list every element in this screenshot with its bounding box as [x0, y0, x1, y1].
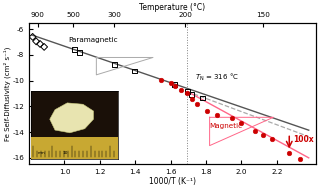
Point	[37, 43, 43, 46]
Point	[200, 97, 205, 100]
Point	[185, 90, 190, 93]
Point	[194, 102, 199, 105]
Y-axis label: Fe Self-Diffusivity (cm² s⁻¹): Fe Self-Diffusivity (cm² s⁻¹)	[4, 46, 11, 141]
Point	[169, 82, 174, 85]
Point	[34, 40, 39, 43]
Text: 100x: 100x	[293, 135, 313, 144]
Point	[159, 78, 164, 81]
Point	[72, 48, 77, 51]
Point	[229, 116, 234, 119]
Point	[172, 85, 177, 88]
Point	[189, 93, 194, 96]
Point	[112, 63, 117, 66]
Point	[132, 70, 137, 73]
X-axis label: 1000/T (K⁻¹): 1000/T (K⁻¹)	[149, 177, 196, 186]
Point	[214, 113, 220, 116]
Point	[204, 109, 209, 112]
Text: Paramagnetic: Paramagnetic	[68, 37, 118, 43]
Point	[252, 129, 257, 132]
Point	[189, 97, 194, 100]
Point	[42, 45, 47, 48]
Text: $T_\mathrm{N}$ = 316 °C: $T_\mathrm{N}$ = 316 °C	[195, 72, 238, 83]
Point	[172, 83, 177, 86]
Point	[239, 122, 244, 125]
Point	[185, 92, 190, 95]
Point	[286, 152, 291, 155]
Text: Magnetic: Magnetic	[210, 123, 243, 129]
Point	[30, 35, 35, 38]
Point	[261, 133, 266, 136]
X-axis label: Temperature (°C): Temperature (°C)	[140, 3, 205, 12]
Point	[297, 158, 302, 161]
Point	[269, 138, 275, 141]
Point	[77, 51, 83, 54]
Point	[179, 88, 184, 91]
